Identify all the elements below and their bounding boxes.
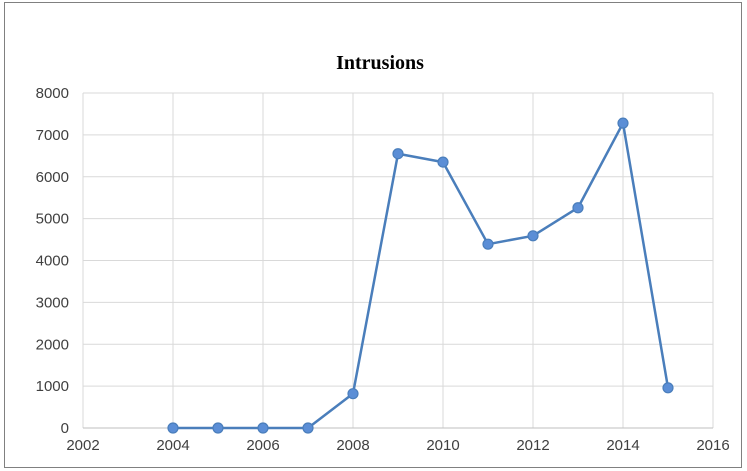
data-point-2006 xyxy=(257,422,269,434)
data-point-2014 xyxy=(617,117,629,129)
series-points xyxy=(167,117,674,434)
x-tick-label-3: 2008 xyxy=(336,437,369,454)
y-tick-label-7: 7000 xyxy=(36,127,69,144)
chart-frame: Intrusions 2002 2004 2006 2008 2010 2012 2014 2… xyxy=(4,2,742,468)
x-axis-tick-labels: 2002 2004 2006 2008 2010 2012 2014 2016 xyxy=(66,437,729,454)
data-point-2015 xyxy=(662,382,674,394)
data-point-2004 xyxy=(167,422,179,434)
series-line-0 xyxy=(173,121,670,430)
data-point-2013 xyxy=(572,202,584,214)
series-lines xyxy=(173,121,670,430)
y-tick-label-0: 0 xyxy=(61,420,69,437)
y-tick-label-3: 3000 xyxy=(36,294,69,311)
x-tick-label-6: 2014 xyxy=(606,437,639,454)
x-tick-label-5: 2012 xyxy=(516,437,549,454)
x-tick-label-4: 2010 xyxy=(426,437,459,454)
x-tick-label-1: 2004 xyxy=(156,437,189,454)
horizontal-gridlines xyxy=(83,92,713,387)
data-point-2009 xyxy=(392,148,404,160)
y-tick-label-2: 2000 xyxy=(36,336,69,353)
x-tick-label-0: 2002 xyxy=(66,437,99,454)
data-point-2011 xyxy=(482,238,494,250)
data-point-2012 xyxy=(527,230,539,242)
data-point-2007 xyxy=(302,422,314,434)
y-tick-label-5: 5000 xyxy=(36,211,69,228)
data-point-2005 xyxy=(212,422,224,434)
data-point-2008 xyxy=(347,388,359,400)
y-tick-label-4: 4000 xyxy=(36,253,69,270)
x-tick-label-7: 2016 xyxy=(696,437,729,454)
data-point-2010 xyxy=(437,156,449,168)
y-axis-tick-labels: 0 1000 2000 3000 4000 5000 6000 7000 8000 xyxy=(36,85,69,437)
y-tick-label-6: 6000 xyxy=(36,169,69,186)
line-chart: Intrusions 2002 2004 2006 2008 2010 2012 2014 2… xyxy=(36,52,730,454)
y-tick-label-1: 1000 xyxy=(36,378,69,395)
y-tick-label-8: 8000 xyxy=(36,85,69,102)
chart-title: Intrusions xyxy=(336,52,424,74)
x-tick-label-2: 2006 xyxy=(246,437,279,454)
